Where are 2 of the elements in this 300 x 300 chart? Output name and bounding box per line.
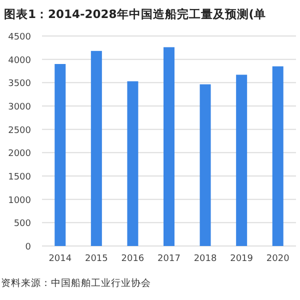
annotation: 资料来源：中国船舶工业行业协会 <box>1 278 151 289</box>
title: 图表1：2014-2028年中国造船完工量及预测(单 <box>4 7 266 21</box>
